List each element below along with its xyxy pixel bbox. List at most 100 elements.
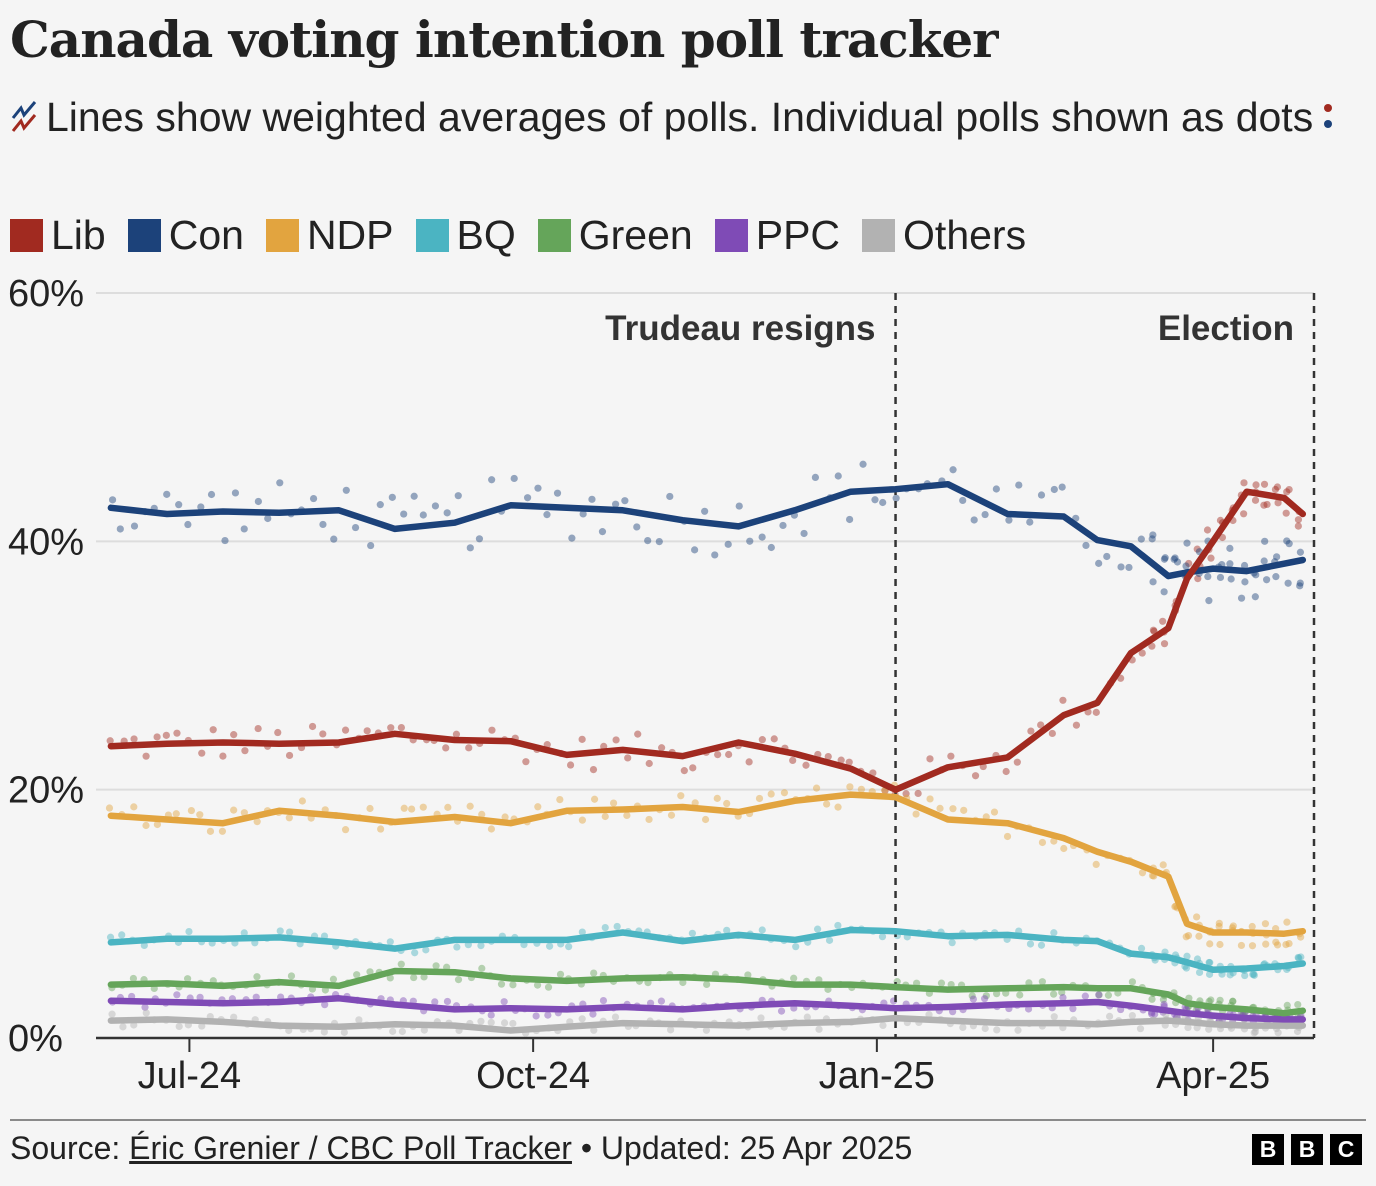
- bbc-logo-letter: B: [1291, 1134, 1323, 1165]
- bbc-logo-letter: C: [1330, 1134, 1362, 1165]
- poll-dot: [410, 973, 418, 982]
- poll-dot: [1137, 535, 1145, 543]
- poll-dot: [1283, 918, 1291, 926]
- poll-dot: [118, 931, 126, 939]
- chart-title: Canada voting intention poll tracker: [10, 10, 999, 69]
- legend-label: Con: [168, 212, 244, 258]
- poll-dot: [465, 744, 473, 752]
- source-link[interactable]: Éric Grenier / CBC Poll Tracker: [129, 1130, 572, 1166]
- poll-dot: [770, 735, 778, 743]
- poll-dot: [398, 1027, 406, 1036]
- poll-dot: [184, 520, 192, 529]
- poll-dot: [1171, 554, 1179, 562]
- poll-dot: [1160, 555, 1169, 563]
- poll-dot: [1159, 861, 1167, 869]
- poll-dot: [478, 810, 486, 818]
- poll-dot: [411, 949, 419, 957]
- poll-dot: [701, 815, 710, 824]
- poll-dot: [341, 726, 350, 734]
- poll-dot: [834, 803, 842, 811]
- poll-dot: [600, 742, 608, 750]
- poll-dot: [108, 1010, 116, 1018]
- poll-dot: [624, 754, 632, 762]
- poll-dot: [1274, 499, 1282, 507]
- poll-dot: [667, 1026, 675, 1034]
- poll-dot: [1237, 941, 1246, 950]
- poll-dot: [556, 970, 565, 978]
- poll-dot: [475, 535, 484, 543]
- y-tick-label: 40%: [8, 521, 84, 563]
- poll-dot: [800, 529, 808, 538]
- poll-dot: [1013, 758, 1021, 766]
- series-line-others: [107, 1014, 1307, 1034]
- x-tick-label: Oct-24: [476, 1055, 590, 1097]
- poll-dot: [287, 972, 296, 980]
- poll-dot: [813, 925, 822, 933]
- legend-item: PPC: [714, 212, 840, 259]
- poll-dot: [993, 990, 1001, 998]
- poll-dot: [780, 789, 789, 797]
- poll-dot: [948, 939, 956, 947]
- poll-dot: [859, 460, 867, 468]
- poll-dot: [219, 752, 227, 760]
- poll-dot: [1015, 481, 1023, 489]
- poll-dot: [598, 528, 607, 536]
- poll-dot: [389, 1027, 397, 1035]
- poll-dot: [1185, 559, 1193, 568]
- poll-dot: [644, 537, 652, 545]
- poll-dot: [173, 729, 181, 737]
- poll-dot: [1148, 642, 1156, 650]
- poll-dot: [758, 926, 766, 934]
- poll-dot: [1283, 488, 1291, 496]
- poll-dot: [1148, 1010, 1156, 1018]
- poll-dot: [329, 975, 338, 983]
- poll-dot: [1227, 575, 1235, 583]
- poll-dot: [185, 927, 193, 936]
- poll-dot: [443, 997, 452, 1006]
- poll-dot: [1248, 922, 1256, 931]
- poll-dot: [478, 964, 486, 972]
- poll-dot: [376, 501, 384, 509]
- poll-dot: [1216, 996, 1224, 1004]
- poll-dot: [565, 943, 573, 951]
- dots-icon: [1321, 93, 1335, 147]
- poll-dot: [1193, 913, 1201, 921]
- poll-dot: [442, 744, 450, 752]
- poll-dot: [1160, 588, 1168, 596]
- poll-dot: [1138, 869, 1147, 877]
- poll-dot: [1081, 992, 1089, 1000]
- poll-dot: [1207, 554, 1215, 562]
- poll-dot: [1206, 940, 1214, 948]
- poll-dot: [1272, 938, 1280, 946]
- poll-dot: [1296, 548, 1305, 556]
- poll-dot: [1252, 481, 1260, 489]
- poll-dot: [1296, 582, 1304, 590]
- poll-dot: [497, 980, 506, 988]
- poll-dot: [1240, 510, 1248, 518]
- poll-dot: [523, 494, 532, 502]
- poll-dot: [1136, 1025, 1145, 1033]
- poll-dot: [319, 520, 327, 529]
- poll-dot: [1194, 575, 1202, 583]
- poll-dot: [544, 1011, 552, 1019]
- poll-dot: [1182, 964, 1191, 972]
- legend-swatch: [714, 219, 748, 252]
- poll-dot: [355, 1016, 363, 1024]
- poll-dot: [366, 804, 374, 813]
- poll-dot: [1260, 480, 1269, 488]
- poll-dot: [1182, 933, 1190, 941]
- poll-dot: [500, 998, 508, 1006]
- poll-dot: [444, 803, 452, 811]
- poll-dot: [579, 510, 587, 518]
- poll-dot: [815, 1025, 823, 1033]
- poll-chart: 0% 20% 40% 60% Jul-24 Oct-24 Jan-25 Apr-25 Trude…: [8, 273, 1316, 1097]
- poll-dot: [711, 551, 719, 559]
- annotation-label: Election: [1158, 309, 1294, 348]
- poll-dot: [1294, 953, 1302, 962]
- poll-dot: [902, 790, 910, 798]
- poll-dot: [825, 936, 834, 944]
- poll-dot: [612, 500, 620, 508]
- poll-dot: [1014, 1026, 1022, 1034]
- poll-dot: [714, 751, 722, 759]
- poll-dot: [1204, 572, 1212, 581]
